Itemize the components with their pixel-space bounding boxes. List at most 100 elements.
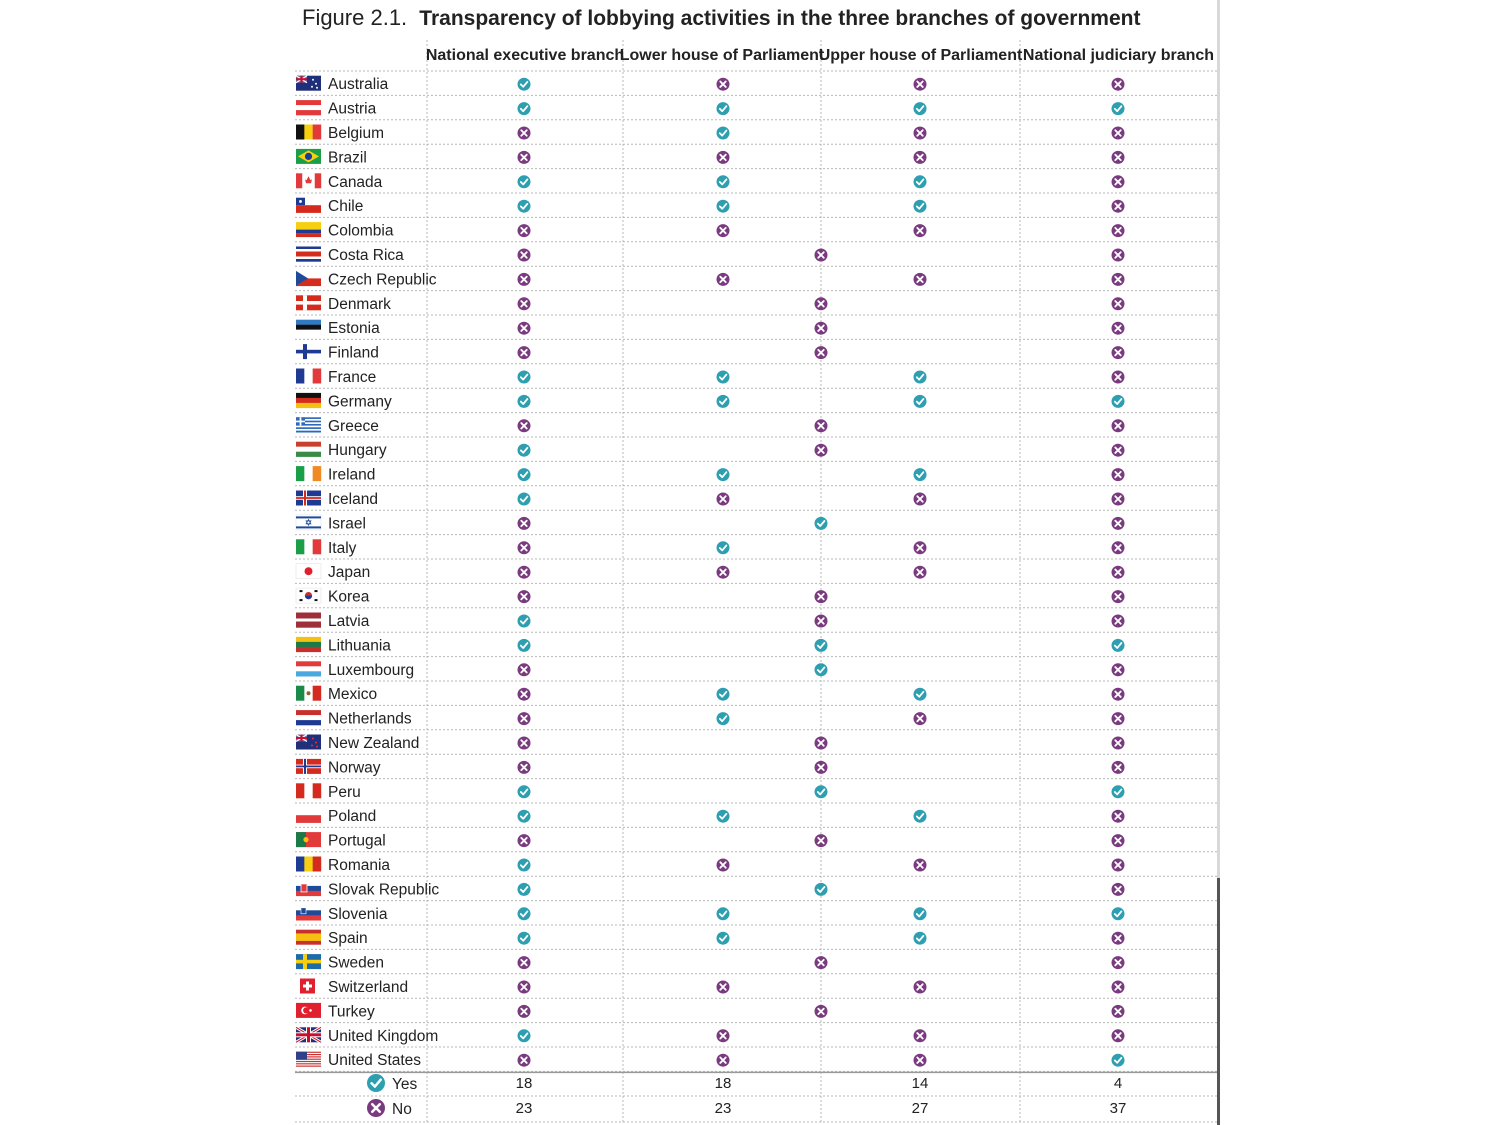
flag-icon [296, 173, 322, 189]
flag-icon [296, 685, 322, 701]
country-name: Australia [328, 76, 389, 93]
flag-icon [296, 100, 321, 116]
cross-icon [1111, 248, 1125, 262]
cross-icon [517, 516, 531, 530]
cross-icon [517, 224, 531, 238]
total-value: 18 [516, 1075, 533, 1092]
cross-icon [1111, 419, 1125, 433]
flag-icon [296, 661, 321, 677]
table-row: Czech Republic [296, 270, 1125, 288]
table-row: United States [296, 1051, 1125, 1069]
table-row: Colombia [296, 222, 1125, 240]
cross-icon [716, 272, 730, 286]
country-name: Italy [328, 540, 357, 557]
cross-icon [517, 272, 531, 286]
cross-icon [1111, 468, 1125, 482]
country-name: Latvia [328, 613, 370, 630]
flag-icon [296, 905, 321, 921]
flag-icon [296, 441, 321, 457]
country-name: Portugal [328, 833, 386, 850]
country-name: United Kingdom [328, 1028, 438, 1045]
cross-icon [1111, 175, 1125, 189]
check-icon [716, 907, 730, 921]
cross-icon [913, 272, 927, 286]
total-value: 37 [1110, 1100, 1127, 1117]
cross-icon [1111, 272, 1125, 286]
table-row: Ireland [296, 466, 1125, 484]
cross-icon [913, 126, 927, 140]
table-row: Iceland [296, 490, 1125, 508]
table-row: France [296, 368, 1125, 386]
country-name: Israel [328, 515, 366, 532]
cross-icon [814, 1004, 828, 1018]
figure-label: Figure 2.1. [302, 5, 407, 30]
totals-rows: Yes 18 18 14 4 No 23 23 27 37 [367, 1074, 1126, 1118]
figure-heading: Figure 2.1. Transparency of lobbying act… [302, 5, 1140, 30]
country-name: Netherlands [328, 711, 412, 728]
cross-icon [913, 1029, 927, 1043]
cross-icon [517, 834, 531, 848]
check-icon [517, 638, 531, 652]
check-icon [517, 199, 531, 213]
cross-icon [814, 834, 828, 848]
flag-icon [296, 929, 321, 945]
check-icon [913, 687, 927, 701]
table-row: Turkey [296, 1002, 1125, 1020]
cross-icon [814, 248, 828, 262]
flag-icon [296, 954, 321, 970]
country-name: Mexico [328, 686, 377, 703]
cross-icon [716, 150, 730, 164]
country-name: Colombia [328, 223, 394, 240]
country-name: Chile [328, 198, 363, 215]
cross-icon [814, 590, 828, 604]
check-icon [517, 809, 531, 823]
check-icon [517, 882, 531, 896]
country-name: Poland [328, 808, 376, 825]
check-icon [913, 809, 927, 823]
cross-icon [1111, 809, 1125, 823]
cross-icon [1111, 760, 1125, 774]
check-icon [913, 370, 927, 384]
check-icon [1111, 102, 1125, 116]
cross-icon [913, 1053, 927, 1067]
check-icon [814, 516, 828, 530]
flag-icon [295, 733, 321, 750]
flag-icon [296, 490, 321, 506]
cross-icon [814, 760, 828, 774]
cross-icon [517, 541, 531, 555]
flag-icon [296, 270, 321, 287]
table-row: Sweden [296, 954, 1125, 972]
country-name: Korea [328, 589, 370, 606]
country-name: Luxembourg [328, 662, 414, 679]
cross-icon [1111, 150, 1125, 164]
check-icon [517, 102, 531, 116]
cross-icon [814, 443, 828, 457]
cross-icon [517, 346, 531, 360]
table-row: Belgium [296, 124, 1125, 142]
flag-icon [295, 587, 322, 604]
cross-icon [1111, 834, 1125, 848]
cross-icon [517, 956, 531, 970]
check-icon [814, 638, 828, 652]
cross-icon [716, 492, 730, 506]
check-icon [517, 443, 531, 457]
cross-icon [814, 297, 828, 311]
cross-icon [1111, 858, 1125, 872]
flag-icon [296, 124, 322, 140]
country-name: Belgium [328, 125, 384, 142]
cross-icon [517, 126, 531, 140]
cross-icon [1111, 77, 1125, 91]
check-icon [716, 931, 730, 945]
check-icon [517, 858, 531, 872]
table-row: Latvia [296, 612, 1125, 630]
table-row: Poland [296, 807, 1125, 825]
check-icon [367, 1074, 385, 1092]
cross-icon [1111, 199, 1125, 213]
check-icon [913, 931, 927, 945]
cross-icon [517, 980, 531, 994]
flag-icon [296, 368, 322, 384]
cross-icon [1111, 224, 1125, 238]
cross-icon [517, 687, 531, 701]
cross-icon [913, 150, 927, 164]
cross-icon [814, 346, 828, 360]
